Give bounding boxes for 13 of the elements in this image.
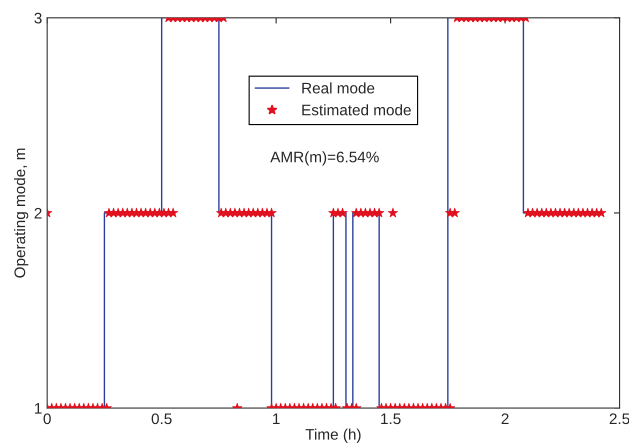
x-tick-label: 1 (273, 414, 280, 424)
y-axis-title: Operating mode, m (14, 148, 28, 278)
legend-label: Real mode (302, 82, 374, 94)
x-tick-label: 0 (44, 413, 51, 424)
x-tick-label: 1.5 (381, 414, 401, 424)
legend-label: Estimated mode (302, 104, 411, 116)
y-tick-label: 1 (34, 403, 42, 414)
annotation: AMR(m)=6.54% (270, 151, 379, 166)
x-tick-label: 0.5 (152, 413, 172, 424)
x-axis-title: Time (h) (306, 428, 361, 443)
y-tick-label: 2 (34, 208, 42, 218)
y-tick-label: 3 (34, 12, 42, 24)
x-tick-label: 2 (502, 413, 509, 424)
